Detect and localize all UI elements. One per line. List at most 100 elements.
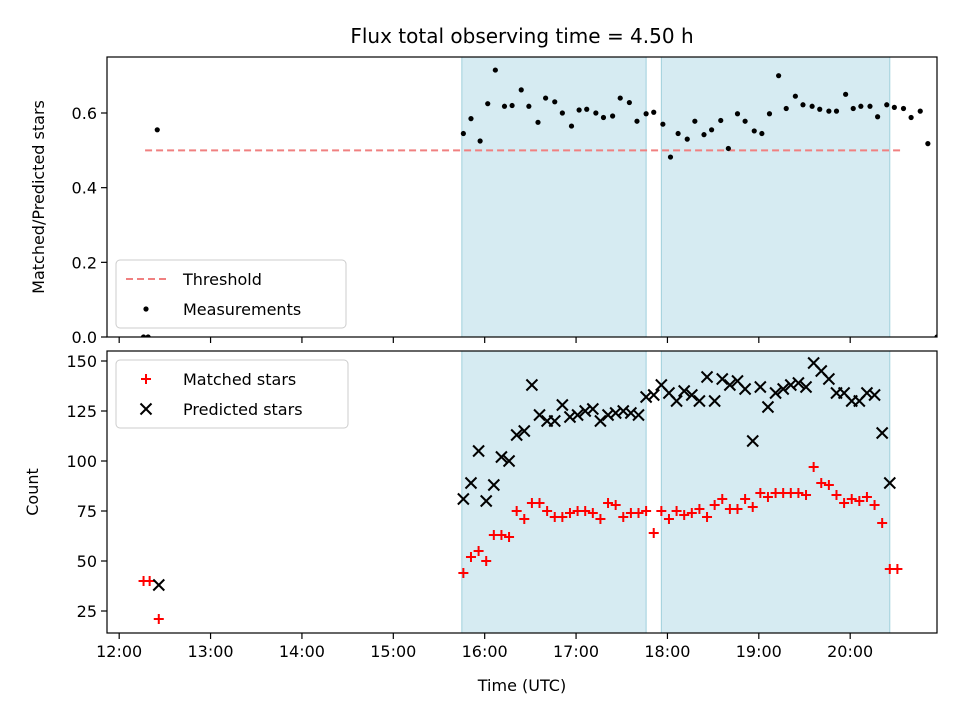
predicted-stars-point	[822, 372, 836, 386]
measurement-point	[900, 105, 907, 112]
measurement-point	[725, 145, 731, 152]
matched-stars-point	[717, 494, 728, 504]
matched-stars-point	[831, 490, 842, 500]
measurement-point	[709, 127, 715, 133]
matched-stars-point	[648, 528, 659, 538]
y-axis-label: Matched/Predicted stars	[29, 100, 48, 294]
matched-stars-point	[709, 500, 720, 510]
y-tick-label: 25	[77, 602, 97, 621]
legend-box	[115, 259, 347, 329]
measurement-point	[593, 110, 599, 116]
predicted-stars-point	[670, 394, 683, 408]
measurement-point	[692, 118, 698, 124]
matched-stars-point	[755, 488, 766, 498]
measurement-point	[518, 87, 524, 93]
x-tick-label: 15:00	[370, 642, 416, 661]
matched-stars-point	[793, 488, 804, 498]
matched-stars-point	[679, 510, 690, 520]
measurement-point	[843, 91, 849, 97]
measurement-point	[535, 119, 541, 125]
predicted-stars-point	[708, 394, 721, 408]
predicted-stars-point	[624, 406, 638, 420]
measurement-point	[908, 114, 914, 121]
measurement-point	[617, 95, 623, 101]
predicted-stars-point	[510, 428, 523, 442]
y-tick-label: 0.6	[72, 104, 97, 123]
legend: Threshold Measurements	[115, 259, 347, 329]
measurement-point	[145, 334, 151, 337]
measurement-point	[875, 114, 881, 120]
predicted-stars-point	[632, 408, 645, 422]
matched-stars-point	[504, 532, 515, 542]
measurement-point	[559, 110, 565, 116]
matched-stars-point	[641, 506, 652, 516]
predicted-stars-point	[525, 378, 539, 392]
measurement-point	[742, 118, 748, 124]
measurement-point	[766, 111, 773, 117]
matched-stars-point	[816, 478, 827, 488]
matched-stars-point	[580, 506, 591, 516]
predicted-stars-point	[472, 444, 485, 458]
y-tick-label: 50	[77, 552, 97, 571]
predicted-stars-point	[799, 380, 813, 394]
predicted-stars-point	[868, 388, 881, 402]
x-tick-label: 14:00	[279, 642, 325, 661]
measurement-point	[701, 132, 707, 138]
measurement-point	[867, 103, 873, 109]
matched-stars-point	[618, 512, 629, 522]
legend-matched-swatch	[141, 374, 151, 384]
matched-stars-point	[534, 498, 545, 508]
legend: Matched stars Predicted stars	[115, 359, 349, 429]
matched-stars-point	[519, 514, 530, 524]
matched-stars-point	[671, 506, 682, 516]
matched-stars-point	[762, 492, 773, 502]
matched-stars-point	[808, 462, 819, 472]
predicted-stars-point	[769, 386, 782, 400]
y-tick-label: 0.2	[72, 253, 97, 272]
predicted-stars-point	[639, 390, 653, 404]
axes-frame	[106, 56, 938, 338]
y-tick-label: 125	[66, 402, 97, 421]
matched-stars-point	[465, 552, 476, 562]
axes-frame	[106, 350, 938, 634]
predicted-stars-point	[716, 372, 729, 386]
legend-predicted-swatch	[139, 402, 153, 416]
predicted-stars-point	[647, 388, 660, 402]
predicted-stars-point	[761, 400, 775, 414]
matched-stars-point	[557, 512, 568, 522]
measurement-point	[792, 93, 798, 99]
panel-count: 25 50 75 100 125 150 12:00 13:00 14:00 15:00 16:00…	[23, 350, 938, 661]
matched-stars-point	[610, 500, 621, 510]
matched-stars-point	[633, 508, 644, 518]
measurement-point	[833, 108, 840, 114]
matched-stars-point	[153, 614, 164, 624]
predicted-stars-point	[586, 402, 600, 416]
predicted-stars-point	[677, 384, 691, 398]
matched-stars-point	[854, 496, 865, 506]
x-tick-label: 17:00	[553, 642, 599, 661]
predicted-stars-point	[457, 492, 470, 506]
measurement-point	[718, 117, 724, 124]
predicted-stars-point	[784, 378, 798, 392]
measurement-point	[809, 103, 815, 109]
predicted-stars-point	[738, 382, 752, 396]
measurement-point	[891, 104, 897, 110]
matched-stars-point	[846, 494, 857, 504]
matched-stars-point	[603, 498, 614, 508]
measurement-point	[626, 99, 632, 106]
predicted-stars-point	[792, 376, 805, 390]
measurement-point	[485, 101, 491, 107]
measurement-point	[543, 95, 549, 101]
measurement-point	[600, 114, 607, 121]
matched-stars-point	[823, 480, 834, 490]
measurement-point	[154, 127, 160, 133]
measurement-point	[783, 105, 789, 112]
predicted-stars-point	[594, 414, 607, 428]
matched-stars-point	[892, 564, 903, 574]
predicted-stars-point	[571, 408, 584, 422]
observing-window	[461, 350, 647, 634]
measurement-point	[667, 154, 674, 160]
legend-label: Measurements	[183, 300, 301, 319]
measurement-point	[492, 67, 498, 73]
matched-stars-point	[663, 514, 674, 524]
